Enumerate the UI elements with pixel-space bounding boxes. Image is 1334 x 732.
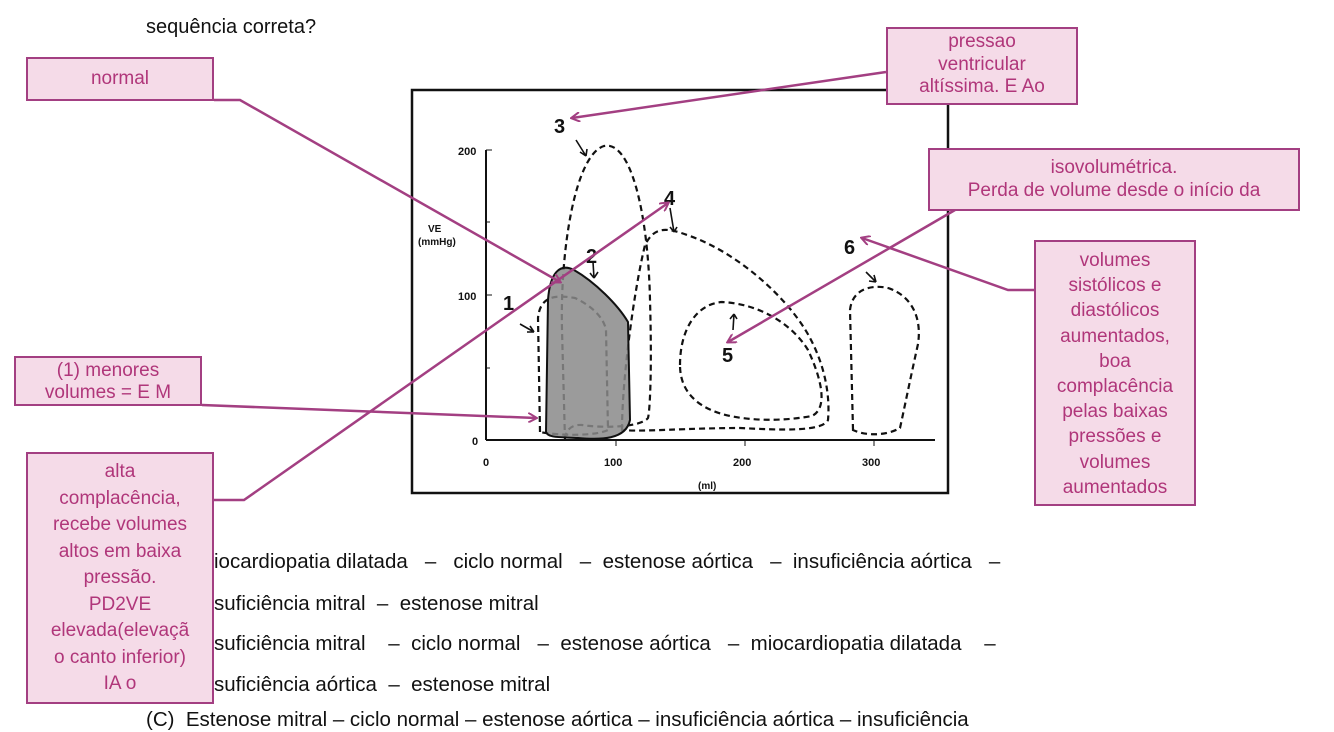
annotation-line: pressao (948, 31, 1016, 52)
annotation-line: o canto inferior) (53, 646, 186, 668)
loop-6 (848, 285, 920, 436)
annotation-line: IA o (103, 673, 137, 694)
y-axis-title-2: (mmHg) (418, 237, 456, 248)
annotation-line: altos em baixa (58, 540, 182, 562)
option-c-line-1: (C) Estenose mitral – ciclo normal – est… (146, 708, 969, 731)
annotation-line: elevada(elevaçã (50, 620, 190, 641)
annotation-line: complacência, (59, 487, 181, 509)
annotation-line: ventricular (938, 53, 1026, 75)
arrow-isovolumetric (728, 208, 956, 342)
y-tick-100: 100 (458, 291, 476, 303)
annotation-normal-text: normal (90, 68, 150, 89)
loop-label-3: 3 (554, 116, 565, 138)
annotation-line: pressões e (1068, 426, 1162, 448)
annotation-line: alta (104, 461, 136, 482)
annotation-normal: normal (26, 57, 214, 101)
annotation-aortic-insufficiency: volumes sistólicos e diastólicos aumenta… (1034, 240, 1196, 506)
annotation-aortic-stenosis: pressao ventricular altíssima. E Ao (886, 27, 1078, 105)
arrow-aortic-insufficiency (862, 238, 1036, 292)
annotation-line: boa (1099, 350, 1131, 372)
x-axis-title: (ml) (698, 481, 716, 492)
annotation-line: volumes (1079, 451, 1151, 473)
x-tick-0: 0 (483, 457, 489, 469)
annotation-line: volumes = E M (44, 381, 172, 403)
option-b-line-1: suficiência mitral – ciclo normal – este… (214, 632, 996, 655)
annotation-arrows (201, 70, 1036, 502)
option-a-line-2: suficiência mitral – estenose mitral (214, 592, 539, 615)
y-tick-0: 0 (472, 436, 478, 448)
annotation-mitral-stenosis: (1) menores volumes = E M (14, 356, 202, 406)
x-tick-300: 300 (862, 457, 880, 469)
figure-frame (410, 88, 950, 495)
annotation-line: Perda de volume desde o início da (967, 179, 1261, 201)
question-tail: sequência correta? (146, 16, 317, 38)
annotation-line: (1) menores (56, 360, 160, 381)
annotation-line: diastólicos (1070, 300, 1160, 322)
option-b-line-2: suficiência aórtica – estenose mitral (214, 673, 551, 696)
y-tick-200: 200 (458, 146, 476, 158)
annotation-line: sistólicos e (1068, 275, 1162, 297)
annotation-line: pressão. (83, 567, 157, 588)
annotation-line: recebe volumes (52, 514, 188, 535)
y-axis-title-1: VE (428, 224, 442, 235)
annotation-line: aumentados, (1060, 325, 1170, 347)
loop-label-1: 1 (503, 293, 514, 315)
loop-3 (560, 144, 652, 441)
annotation-isovolumetric: isovolumétrica. Perda de volume desde o … (928, 148, 1300, 211)
arrow-dilated (214, 203, 668, 502)
loop-label-6: 6 (844, 237, 855, 259)
annotation-line: complacência (1056, 376, 1174, 398)
annotation-line: isovolumétrica. (1050, 157, 1178, 178)
x-tick-100: 100 (604, 457, 622, 469)
option-a-line-1: iocardiopatia dilatada – ciclo normal – … (214, 550, 1001, 573)
loop-2-normal (544, 266, 632, 440)
annotation-line: aumentados (1062, 476, 1168, 498)
annotation-line: PD2VE (88, 593, 152, 615)
x-tick-200: 200 (733, 457, 751, 469)
annotation-dilated: alta complacência, recebe volumes altos … (26, 452, 214, 704)
loop-5 (678, 300, 823, 421)
arrow-aortic-stenosis (572, 70, 887, 118)
loop-label-5: 5 (722, 345, 733, 367)
annotation-line: pelas baixas (1062, 401, 1168, 423)
loop-4 (620, 228, 830, 432)
arrow-normal (214, 98, 560, 282)
annotation-line: altíssima. E Ao (919, 76, 1045, 97)
annotation-line: volumes (1079, 250, 1151, 271)
